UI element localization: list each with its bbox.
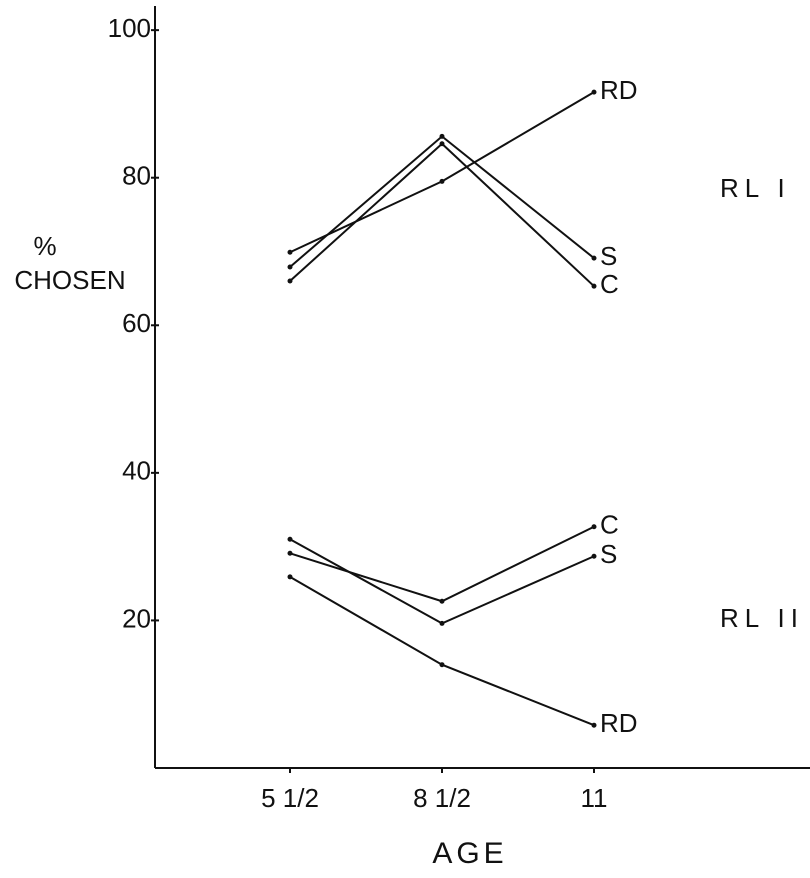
- y-tick-label: 40: [122, 456, 151, 486]
- y-tick-label: 60: [122, 308, 151, 338]
- point: [591, 524, 597, 530]
- point: [439, 620, 445, 626]
- series-label: C: [600, 269, 619, 299]
- point: [439, 598, 445, 604]
- series-line: [289, 142, 595, 287]
- y-tick-label: 80: [122, 161, 151, 191]
- point: [439, 141, 445, 147]
- point: [591, 89, 597, 95]
- x-tick-label: 8 1/2: [413, 783, 471, 813]
- series-label: S: [600, 241, 617, 271]
- point: [287, 536, 293, 542]
- series-line: [289, 538, 595, 625]
- series-label: RD: [600, 75, 638, 105]
- x-tick-label: 5 1/2: [261, 783, 319, 813]
- point: [287, 249, 293, 255]
- y-axis-unit: %: [33, 231, 56, 261]
- group-label: RL I: [720, 173, 791, 203]
- point: [591, 553, 597, 559]
- point: [439, 133, 445, 139]
- y-tick-label: 20: [122, 603, 151, 633]
- series-label: RD: [600, 708, 638, 738]
- series-label: C: [600, 510, 619, 540]
- point: [287, 550, 293, 556]
- x-axis-label: AGE: [432, 837, 507, 870]
- series-line: [289, 135, 595, 268]
- point: [591, 722, 597, 728]
- point: [591, 255, 597, 261]
- group-label: RL II: [720, 603, 804, 633]
- x-tick-label: 11: [581, 783, 608, 813]
- y-axis-label: CHOSEN: [14, 265, 125, 295]
- point: [287, 264, 293, 270]
- series-label: S: [600, 539, 617, 569]
- point: [287, 574, 293, 580]
- point: [439, 662, 445, 668]
- y-tick-label: 100: [108, 13, 151, 43]
- point: [439, 178, 445, 184]
- point: [287, 278, 293, 284]
- point: [591, 283, 597, 289]
